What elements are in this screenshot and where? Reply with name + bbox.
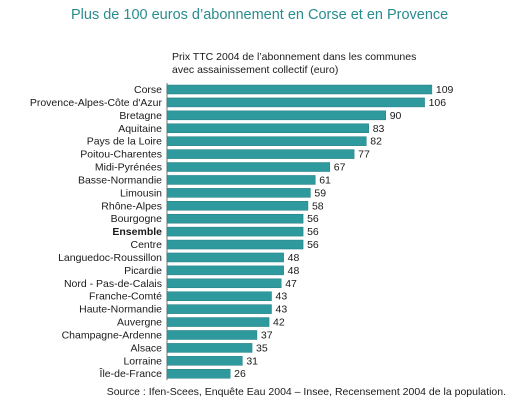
value-label-lorraine: 31 xyxy=(246,355,258,367)
category-label-languedoc-roussillon: Languedoc-Roussillon xyxy=(58,252,162,264)
bar-limousin xyxy=(166,188,311,198)
bar-corse xyxy=(166,84,433,95)
value-label-languedoc-roussillon: 48 xyxy=(288,252,300,264)
category-label-poitou-charentes: Poitou-Charentes xyxy=(80,149,162,161)
bar-aquitaine xyxy=(166,123,369,134)
value-label-alsace: 35 xyxy=(256,342,268,354)
chart-subtitle: Prix TTC 2004 de l’abonnement dans les c… xyxy=(172,51,502,77)
category-label-franche-comte: Franche-Comté xyxy=(89,291,162,303)
category-label-centre: Centre xyxy=(130,239,162,251)
bar-provence-alpes-cote-d-azur xyxy=(166,97,425,108)
value-label-auvergne: 42 xyxy=(273,317,285,329)
bar-rhone-alpes xyxy=(166,201,309,211)
category-label-provence-alpes-cote-d-azur: Provence-Alpes-Côte d'Azur xyxy=(30,97,163,109)
category-label-rhone-alpes: Rhône-Alpes xyxy=(101,200,162,212)
subtitle-line-2: avec assainissement collectif (euro) xyxy=(172,64,339,76)
value-label-nord-pas-de-calais: 47 xyxy=(285,278,297,290)
category-label-limousin: Limousin xyxy=(120,187,162,199)
value-label-haute-normandie: 43 xyxy=(275,304,287,316)
category-label-picardie: Picardie xyxy=(124,265,162,277)
subtitle-line-1: Prix TTC 2004 de l’abonnement dans les c… xyxy=(172,51,417,63)
bar-midi-pyrenees xyxy=(166,162,331,172)
bar-pays-de-la-loire xyxy=(166,136,367,146)
category-label-lorraine: Lorraine xyxy=(123,355,162,367)
category-label-bretagne: Bretagne xyxy=(119,110,162,122)
category-label-ile-de-france: Île-de-France xyxy=(99,367,163,380)
category-label-aquitaine: Aquitaine xyxy=(118,123,162,135)
value-label-corse: 109 xyxy=(436,84,454,96)
category-label-bourgogne: Bourgogne xyxy=(111,213,163,225)
value-label-franche-comte: 43 xyxy=(275,291,287,303)
value-label-champagne-ardenne: 37 xyxy=(261,329,273,341)
bar-bretagne xyxy=(166,110,386,121)
bar-nord-pas-de-calais xyxy=(166,278,282,289)
value-label-limousin: 59 xyxy=(314,187,326,199)
category-label-pays-de-la-loire: Pays de la Loire xyxy=(87,136,162,148)
bar-bourgogne xyxy=(166,213,304,224)
bar-champagne-ardenne xyxy=(166,330,258,340)
bar-auvergne xyxy=(166,317,270,327)
bar-centre xyxy=(166,239,304,250)
bar-poitou-charentes xyxy=(166,149,355,159)
value-label-picardie: 48 xyxy=(288,265,300,277)
value-label-poitou-charentes: 77 xyxy=(358,149,370,161)
source-note: Source : Ifen-Scees, Enquête Eau 2004 – … xyxy=(106,386,506,398)
value-label-pays-de-la-loire: 82 xyxy=(370,136,382,148)
bar-lorraine xyxy=(166,356,243,366)
category-label-nord-pas-de-calais: Nord - Pas-de-Calais xyxy=(64,278,162,290)
bar-picardie xyxy=(166,265,284,276)
value-label-aquitaine: 83 xyxy=(373,123,385,135)
value-label-provence-alpes-cote-d-azur: 106 xyxy=(429,97,447,109)
category-label-auvergne: Auvergne xyxy=(117,317,162,329)
value-label-ile-de-france: 26 xyxy=(234,368,246,380)
value-label-ensemble: 56 xyxy=(307,226,319,238)
category-label-midi-pyrenees: Midi-Pyrénées xyxy=(95,162,162,174)
bar-languedoc-roussillon xyxy=(166,252,284,263)
chart-title: Plus de 100 euros d’abonnement en Corse … xyxy=(71,7,449,23)
category-label-haute-normandie: Haute-Normandie xyxy=(79,304,162,316)
value-label-bretagne: 90 xyxy=(390,110,402,122)
bar-haute-normandie xyxy=(166,304,272,314)
value-label-centre: 56 xyxy=(307,239,319,251)
bar-ile-de-france xyxy=(166,368,231,379)
bar-franche-comte xyxy=(166,291,272,301)
bar-ensemble xyxy=(166,226,304,237)
value-label-bourgogne: 56 xyxy=(307,213,319,225)
bar-basse-normandie xyxy=(166,175,316,185)
category-label-basse-normandie: Basse-Normandie xyxy=(78,174,162,186)
category-label-corse: Corse xyxy=(134,84,162,96)
category-label-alsace: Alsace xyxy=(130,342,162,354)
value-label-midi-pyrenees: 67 xyxy=(334,162,346,174)
category-label-ensemble: Ensemble xyxy=(112,226,162,238)
value-label-basse-normandie: 61 xyxy=(319,174,331,186)
bar-alsace xyxy=(166,343,253,353)
value-label-rhone-alpes: 58 xyxy=(312,200,324,212)
category-label-champagne-ardenne: Champagne-Ardenne xyxy=(62,329,163,341)
